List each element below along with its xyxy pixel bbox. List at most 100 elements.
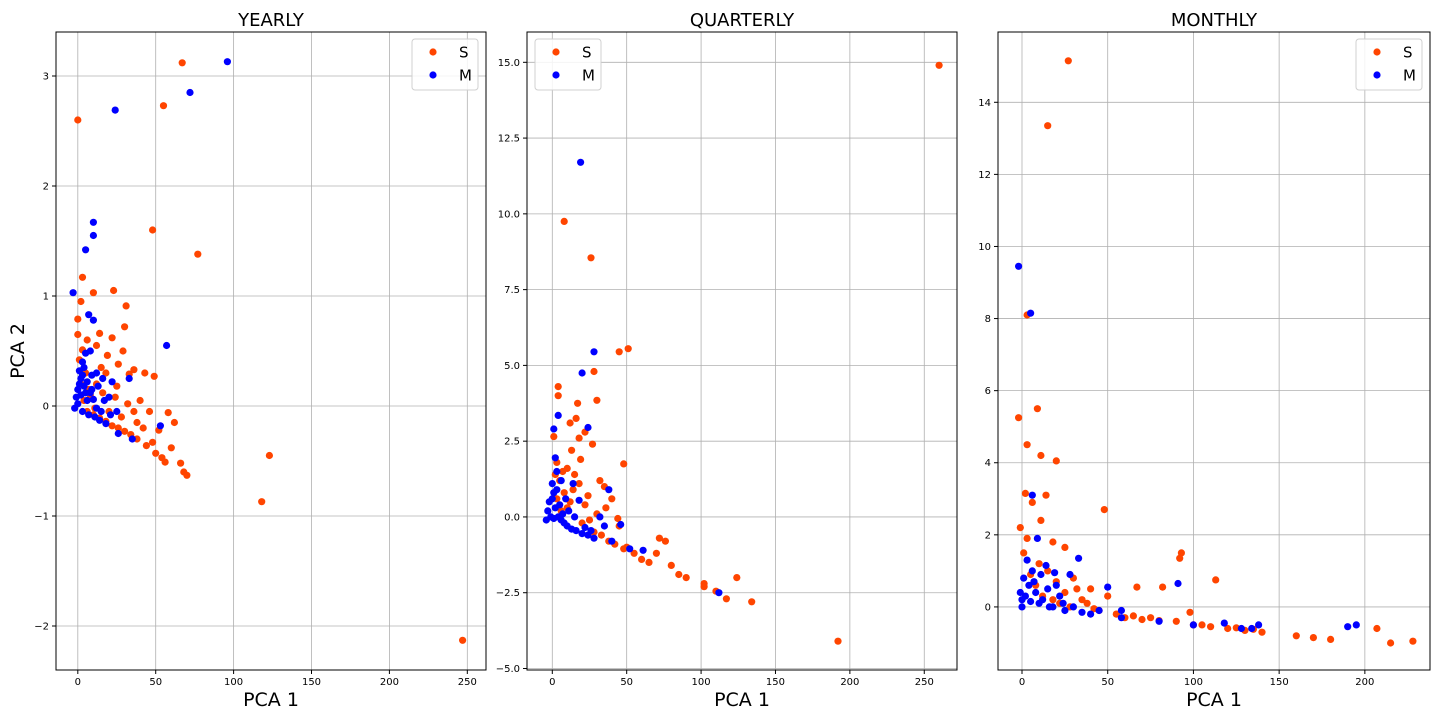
data-point-S [1023,534,1031,543]
data-point-S [96,329,104,337]
data-point-S [74,330,82,339]
legend-box [534,38,602,91]
data-point-M [85,411,93,419]
data-point-M [548,480,556,488]
data-point-S [133,418,141,427]
y-tick-label: 1 [43,292,49,303]
data-point-M [72,393,80,401]
data-point-M [1016,588,1024,597]
data-point-M [1020,574,1028,582]
x-tick-label: 0 [75,677,81,688]
data-point-S [597,531,606,539]
data-points [542,61,943,645]
x-tick-label: 200 [840,677,859,688]
data-point-S [97,363,105,372]
data-points [1015,57,1417,647]
data-point-M [94,382,102,390]
data-point-M [89,231,97,240]
data-point-S [554,392,562,400]
data-point-S [1112,610,1120,618]
data-point-M [78,358,87,366]
data-point-S [74,116,82,124]
chart-title: YEARLY [237,10,305,31]
legend-label-M: M [582,67,595,85]
y-tick-label: 5.0 [504,361,520,372]
series-S [74,59,467,644]
data-point-M [544,507,552,515]
data-point-S [1147,614,1155,622]
data-point-S [1049,596,1057,604]
data-point-S [1064,57,1072,65]
x-tick-label: 150 [302,677,321,688]
y-tick-label: −2 [34,622,49,633]
data-point-M [82,246,90,254]
data-point-S [1176,554,1184,562]
data-point-S [596,477,604,485]
data-point-S [183,471,191,479]
data-point-S [1373,624,1381,633]
series-S [550,61,943,645]
data-point-M [551,454,559,462]
data-point-S [554,383,562,391]
data-point-S [459,636,467,644]
data-point-S [74,315,82,323]
data-point-S [83,336,91,344]
data-point-M [1030,578,1038,586]
data-point-M [1015,262,1023,270]
data-point-M [626,545,634,553]
data-point-M [92,404,101,412]
data-point-M [1155,617,1163,625]
data-point-S [571,470,579,479]
data-point-S [1078,596,1086,604]
data-point-S [1292,632,1300,640]
data-point-S [1207,623,1215,631]
data-point-M [1104,583,1112,591]
data-point-S [1044,567,1052,575]
y-tick-label: 10 [978,242,991,253]
data-point-S [1035,560,1043,568]
data-point-M [89,316,97,324]
legend-marker-S [1373,48,1381,56]
data-point-M [1061,606,1069,615]
data-point-M [581,523,589,532]
data-point-S [675,570,683,579]
x-tick-label: 200 [1355,677,1374,688]
data-point-M [113,407,121,416]
data-point-S [608,495,616,503]
data-point-S [141,369,149,377]
data-point-M [89,218,97,226]
data-point-S [1100,506,1108,514]
data-point-M [163,341,171,350]
x-tick-label: 250 [458,677,477,688]
data-point-S [602,504,610,512]
chart-title: MONTHLY [1171,10,1258,31]
data-point-S [1073,585,1081,593]
data-point-M [100,396,108,405]
data-points [69,58,467,644]
data-point-M [572,527,580,535]
data-point-S [1037,516,1045,525]
data-point-S [1044,122,1052,130]
data-point-S [1033,405,1041,413]
data-point-S [1052,457,1060,465]
data-point-S [1133,583,1141,591]
data-point-S [1021,489,1029,497]
legend-marker-M [1373,71,1381,79]
data-point-S [108,334,116,342]
data-point-M [223,58,231,66]
data-point-S [575,434,583,442]
data-point-M [96,416,104,424]
data-point-S [78,273,87,281]
data-point-S [624,345,632,353]
data-point-S [577,455,585,463]
data-point-S [1186,608,1194,616]
data-point-S [585,516,594,524]
axes-frame [526,31,958,671]
data-point-M [1189,621,1197,629]
data-point-S [1104,592,1112,600]
data-point-S [1327,635,1335,644]
data-point-S [121,427,129,435]
data-point-S [593,396,601,404]
data-point-M [83,396,91,405]
data-point-M [99,374,107,383]
